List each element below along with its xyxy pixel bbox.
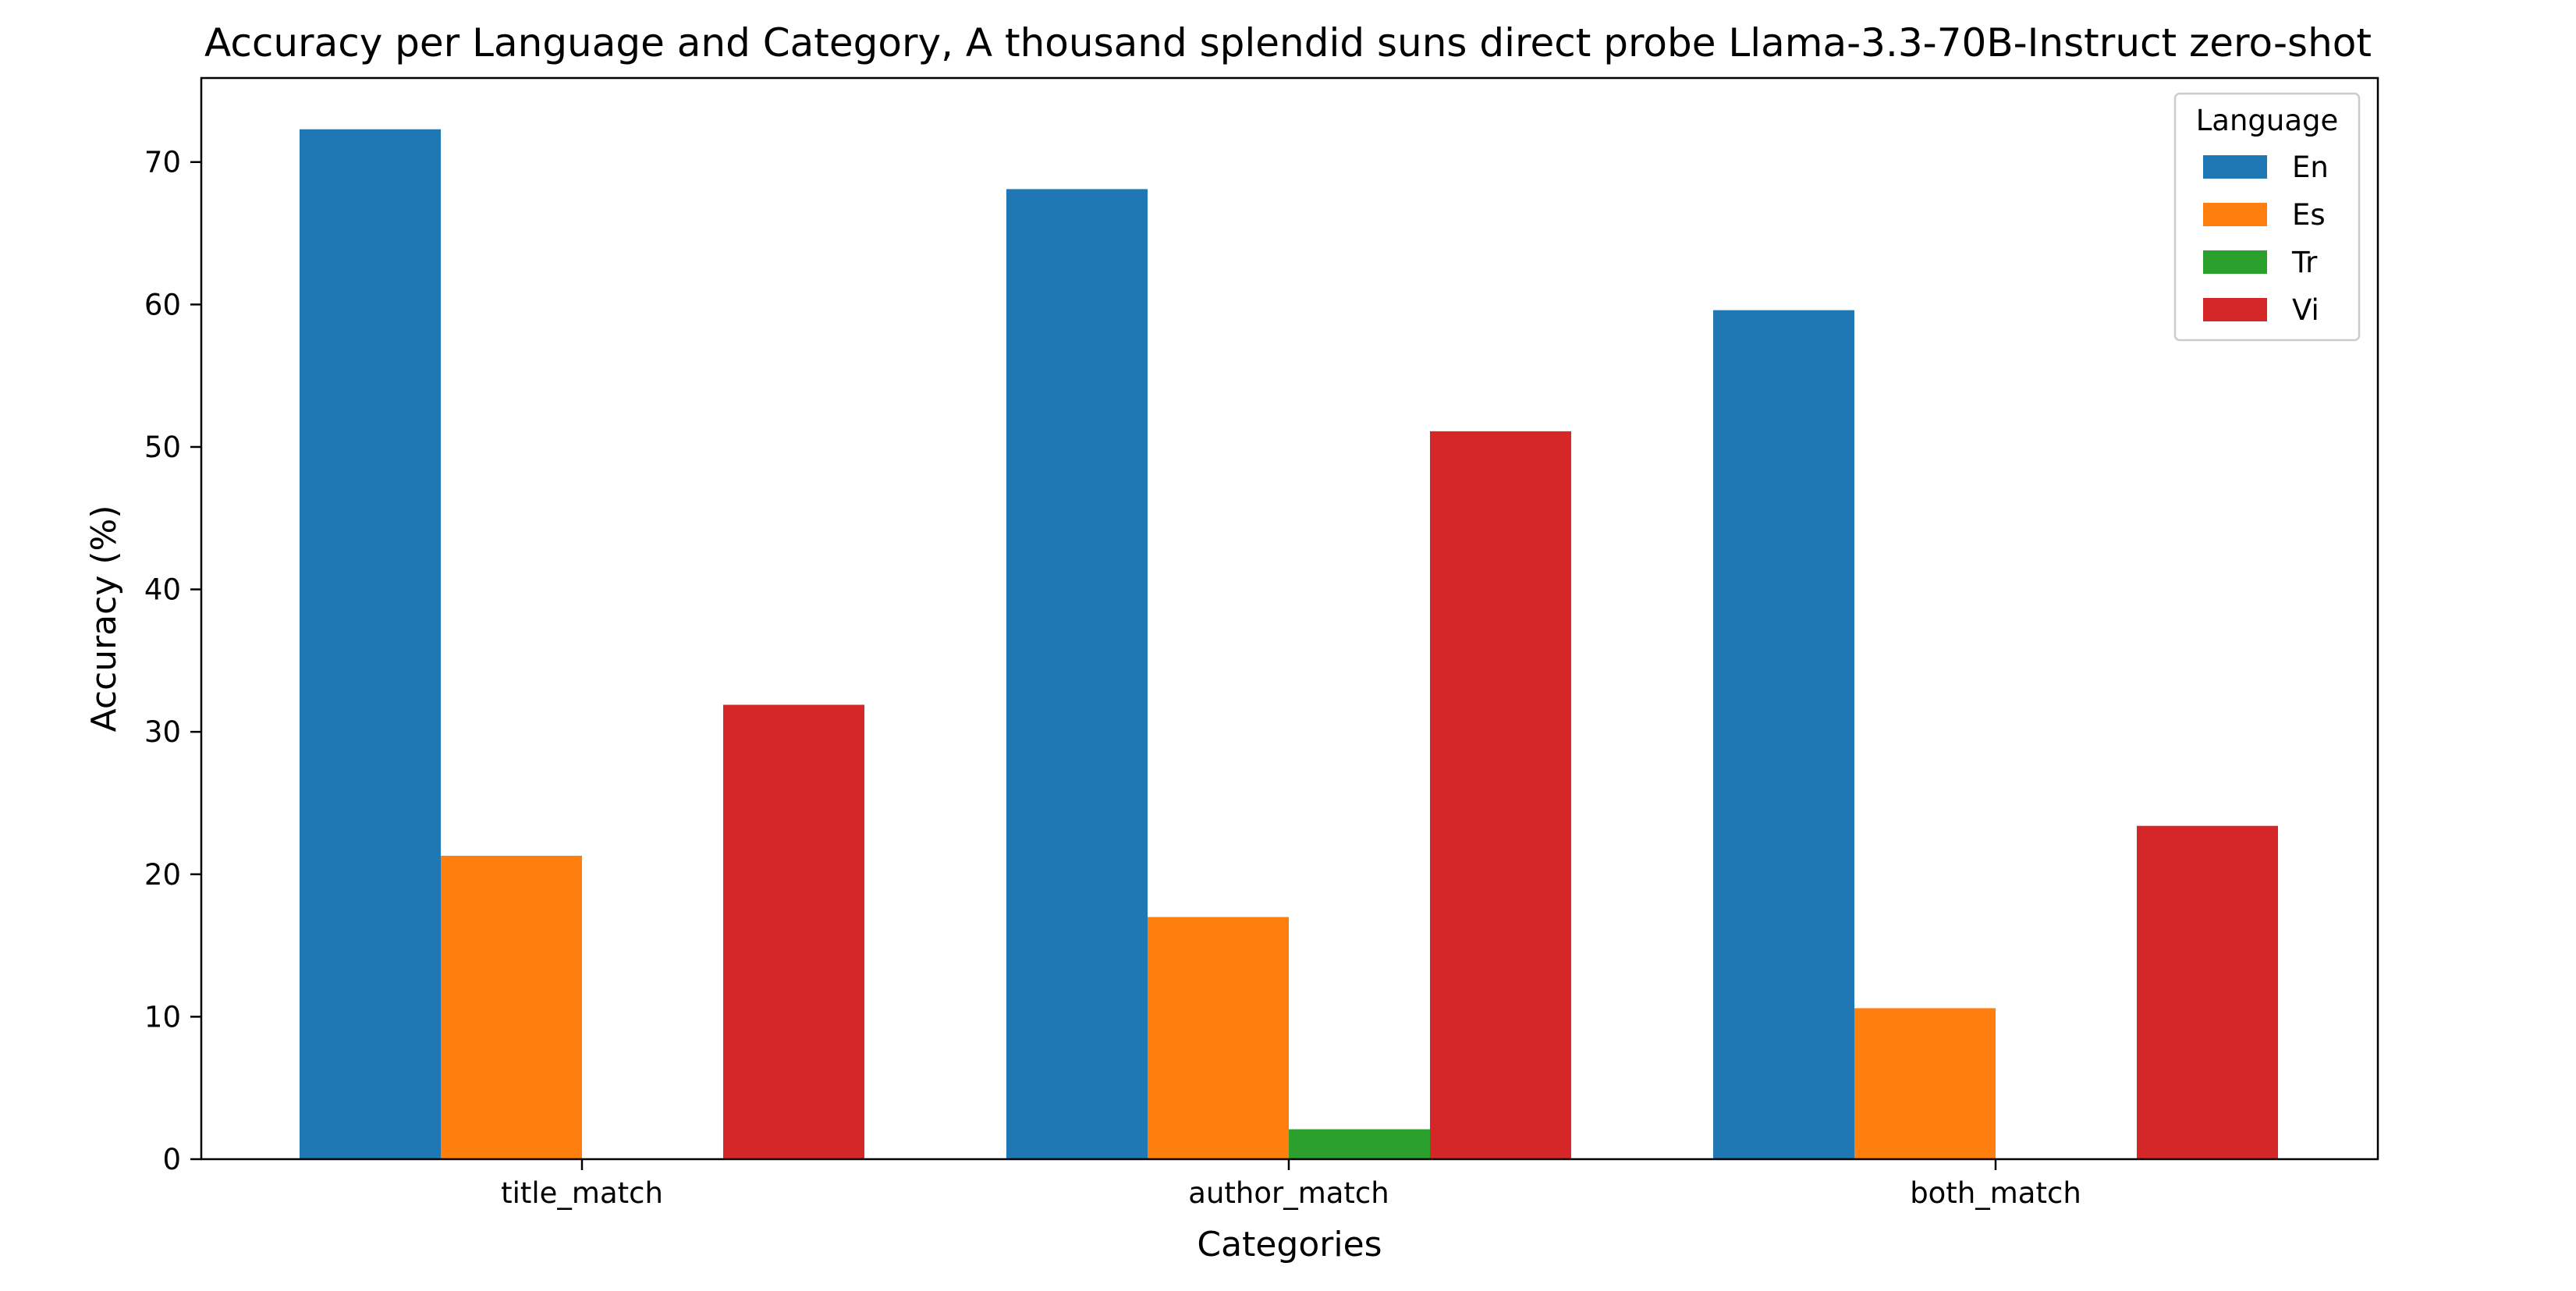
y-tick-label: 70 xyxy=(144,146,181,179)
y-tick-label: 40 xyxy=(144,573,181,607)
legend-title: Language xyxy=(2196,104,2339,137)
bar-en-author-match xyxy=(1006,189,1148,1159)
legend-items: En Es Tr Vi xyxy=(2203,151,2329,327)
bar-tr-author-match xyxy=(1289,1129,1430,1159)
bar-es-author-match xyxy=(1148,917,1289,1159)
bars-layer xyxy=(300,129,2278,1160)
legend: Language En Es Tr Vi xyxy=(2173,92,2361,342)
x-axis: title_match author_match both_match xyxy=(501,1159,2081,1210)
bar-vi-title-match xyxy=(723,704,864,1159)
x-axis-label: Categories xyxy=(1197,1225,1382,1264)
bar-es-title-match xyxy=(441,856,582,1159)
x-tick-label: author_match xyxy=(1188,1176,1389,1210)
y-axis-label: Accuracy (%) xyxy=(84,505,124,732)
y-tick-label: 50 xyxy=(144,431,181,464)
x-tick-label: both_match xyxy=(1910,1176,2081,1210)
bar-en-title-match xyxy=(300,129,441,1159)
legend-label-tr: Tr xyxy=(2291,246,2318,279)
legend-swatch-tr xyxy=(2203,250,2267,274)
legend-label-es: Es xyxy=(2292,198,2326,232)
legend-label-vi: Vi xyxy=(2292,293,2319,327)
bar-es-both-match xyxy=(1854,1008,1996,1159)
y-tick-label: 30 xyxy=(144,715,181,749)
bar-vi-author-match xyxy=(1430,431,1571,1159)
legend-swatch-en xyxy=(2203,155,2267,179)
legend-label-en: En xyxy=(2292,151,2329,184)
chart-title: Accuracy per Language and Category, A th… xyxy=(204,20,2372,66)
y-tick-label: 20 xyxy=(144,858,181,892)
bar-vi-both-match xyxy=(2137,825,2278,1159)
x-tick-label: title_match xyxy=(501,1176,663,1210)
y-tick-label: 0 xyxy=(162,1143,181,1176)
bar-en-both-match xyxy=(1713,310,1854,1160)
y-tick-label: 10 xyxy=(144,1000,181,1034)
legend-swatch-vi xyxy=(2203,298,2267,321)
y-tick-label: 60 xyxy=(144,288,181,321)
y-axis: 0 10 20 30 40 50 60 70 xyxy=(144,146,201,1176)
legend-swatch-es xyxy=(2203,203,2267,226)
